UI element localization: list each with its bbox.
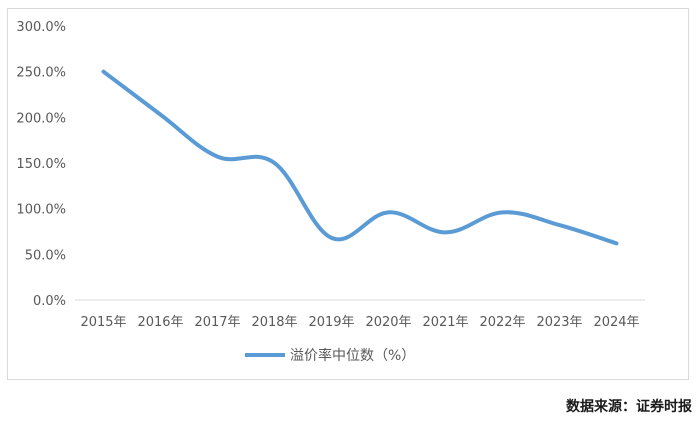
x-tick-label: 2018年 <box>251 315 297 330</box>
x-tick-label: 2022年 <box>479 315 525 330</box>
legend-label: 溢价率中位数（%） <box>290 347 415 364</box>
legend: 溢价率中位数（%） <box>245 347 415 364</box>
x-tick-label: 2023年 <box>536 315 582 330</box>
x-tick-label: 2019年 <box>308 315 354 330</box>
x-tick-label: 2020年 <box>365 315 411 330</box>
source-note: 数据来源：证券时报 <box>566 399 692 415</box>
y-tick-label: 150.0% <box>16 157 66 172</box>
y-axis-ticks: 0.0% 50.0% 100.0% 150.0% 200.0% 250.0% 300.0% <box>16 20 66 309</box>
y-tick-label: 200.0% <box>16 111 66 126</box>
x-tick-label: 2021年 <box>422 315 468 330</box>
y-tick-label: 100.0% <box>16 203 66 218</box>
y-tick-label: 50.0% <box>25 248 66 263</box>
y-tick-label: 250.0% <box>16 66 66 81</box>
y-tick-label: 300.0% <box>16 20 66 35</box>
chart-frame <box>7 8 689 380</box>
x-tick-label: 2016年 <box>137 315 183 330</box>
series-line <box>101 69 619 246</box>
x-tick-label: 2015年 <box>80 315 126 330</box>
x-axis-ticks: 2015年 2016年 2017年 2018年 2019年 2020年 2021年 2022年… <box>80 315 639 330</box>
x-tick-label: 2024年 <box>593 315 639 330</box>
x-tick-label: 2017年 <box>194 315 240 330</box>
y-tick-label: 0.0% <box>33 294 66 309</box>
